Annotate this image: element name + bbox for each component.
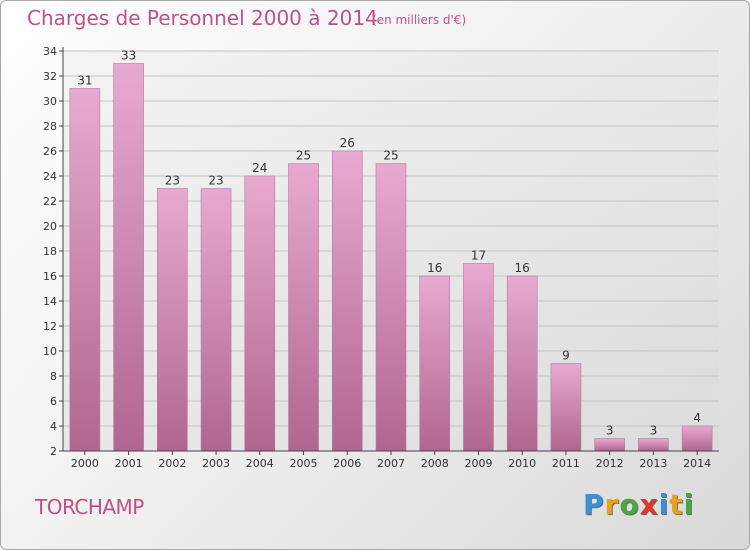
logo-letter: i xyxy=(683,488,695,521)
bar xyxy=(288,163,319,452)
y-tick-label: 4 xyxy=(50,420,57,433)
y-tick-label: 28 xyxy=(43,120,57,133)
chart-subtitle: (en milliers d'€) xyxy=(372,13,467,27)
bar xyxy=(463,263,494,452)
x-tick-label: 2013 xyxy=(639,457,667,470)
y-tick-label: 14 xyxy=(43,295,57,308)
logo-letter: r xyxy=(604,488,620,521)
bar xyxy=(331,150,363,452)
bar xyxy=(157,188,188,452)
bar-value-label: 16 xyxy=(515,261,530,275)
bar-value-label: 3 xyxy=(606,424,614,438)
bar xyxy=(681,425,713,452)
y-tick-label: 26 xyxy=(43,145,57,158)
y-tick-label: 12 xyxy=(43,320,57,333)
bar-value-label: 25 xyxy=(383,149,398,163)
x-tick-label: 2014 xyxy=(683,457,711,470)
x-tick-label: 2006 xyxy=(333,457,361,470)
x-tick-label: 2001 xyxy=(115,457,143,470)
bar-value-label: 25 xyxy=(296,149,311,163)
x-tick-label: 2012 xyxy=(596,457,624,470)
logo-letter: o xyxy=(619,488,640,521)
logo-letter: i xyxy=(658,488,670,521)
y-tick-label: 18 xyxy=(43,245,57,258)
bar xyxy=(419,275,451,452)
y-tick-label: 24 xyxy=(43,170,57,183)
y-tick-label: 20 xyxy=(43,220,57,233)
bar xyxy=(244,175,276,452)
x-tick-label: 2007 xyxy=(377,457,405,470)
bar xyxy=(506,275,538,452)
x-tick-label: 2010 xyxy=(508,457,536,470)
y-tick-label: 6 xyxy=(50,395,57,408)
bar-value-label: 23 xyxy=(208,174,223,188)
y-tick-label: 2 xyxy=(50,445,57,458)
x-tick-label: 2004 xyxy=(246,457,274,470)
x-tick-label: 2003 xyxy=(202,457,230,470)
x-tick-label: 2005 xyxy=(290,457,318,470)
bar-value-label: 23 xyxy=(165,174,180,188)
bar xyxy=(69,88,101,452)
x-tick-label: 2009 xyxy=(464,457,492,470)
y-tick-label: 16 xyxy=(43,270,57,283)
x-tick-label: 2002 xyxy=(158,457,186,470)
bar-value-label: 4 xyxy=(693,411,701,425)
bar xyxy=(638,438,669,452)
bar xyxy=(113,63,144,452)
bar-value-label: 31 xyxy=(77,74,92,88)
bar xyxy=(594,438,625,452)
bar xyxy=(200,188,232,452)
bar xyxy=(375,163,407,452)
x-tick-label: 2011 xyxy=(552,457,580,470)
proxiti-logo: Proxiti xyxy=(583,488,694,521)
bar-value-label: 26 xyxy=(340,136,355,150)
logo-letter: P xyxy=(583,488,605,521)
y-tick-label: 8 xyxy=(50,370,57,383)
chart-title: Charges de Personnel 2000 à 2014 xyxy=(27,6,378,30)
y-tick-label: 22 xyxy=(43,195,57,208)
y-tick-label: 34 xyxy=(43,45,57,58)
y-tick-label: 10 xyxy=(43,345,57,358)
x-tick-label: 2000 xyxy=(71,457,99,470)
logo-letter: t xyxy=(669,488,684,521)
bar-value-label: 17 xyxy=(471,249,486,263)
bar-value-label: 33 xyxy=(121,49,136,63)
y-tick-label: 32 xyxy=(43,70,57,83)
x-tick-label: 2008 xyxy=(421,457,449,470)
bar-value-label: 9 xyxy=(562,349,570,363)
logo-letter: x xyxy=(639,488,659,521)
bar-value-label: 16 xyxy=(427,261,442,275)
bar xyxy=(550,363,582,452)
town-name: TORCHAMP xyxy=(35,495,144,519)
y-tick-label: 30 xyxy=(43,95,57,108)
bar-value-label: 3 xyxy=(650,424,658,438)
bar-value-label: 24 xyxy=(252,161,267,175)
